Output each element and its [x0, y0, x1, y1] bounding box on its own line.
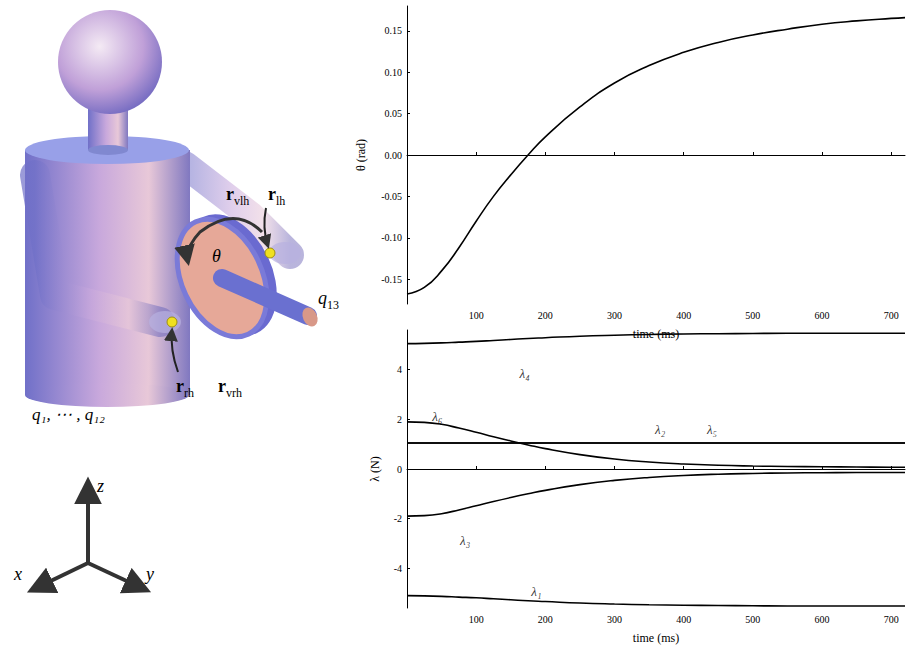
svg-text:-0.10: -0.10	[381, 232, 402, 243]
svg-text:x: x	[13, 564, 22, 584]
svg-text:time (ms): time (ms)	[632, 327, 680, 341]
svg-text:rlh: rlh	[268, 184, 285, 208]
svg-text:λ₂: λ₂	[654, 422, 666, 437]
svg-text:500: 500	[745, 614, 760, 625]
svg-text:θ (rad): θ (rad)	[354, 139, 368, 171]
svg-text:700: 700	[884, 614, 899, 625]
svg-text:y: y	[144, 564, 154, 584]
svg-text:100: 100	[469, 310, 484, 321]
svg-text:q13: q13	[318, 288, 339, 312]
svg-text:θ: θ	[212, 246, 221, 266]
svg-text:4: 4	[397, 364, 402, 375]
svg-text:500: 500	[745, 310, 760, 321]
svg-text:600: 600	[815, 310, 830, 321]
svg-text:700: 700	[884, 310, 899, 321]
svg-text:300: 300	[607, 614, 622, 625]
svg-text:0.05: 0.05	[385, 108, 403, 119]
svg-text:2: 2	[397, 414, 402, 425]
svg-text:200: 200	[538, 310, 553, 321]
svg-text:300: 300	[607, 310, 622, 321]
svg-text:-4: -4	[394, 563, 402, 574]
svg-text:λ₁: λ₁	[530, 584, 541, 599]
svg-text:600: 600	[815, 614, 830, 625]
svg-text:q₁, ⋯ , q₁₂: q₁, ⋯ , q₁₂	[32, 405, 105, 424]
svg-text:λ₃: λ₃	[459, 533, 470, 548]
svg-text:0.10: 0.10	[385, 67, 403, 78]
svg-text:-0.05: -0.05	[381, 191, 402, 202]
svg-text:z: z	[96, 476, 104, 496]
svg-text:0.15: 0.15	[385, 25, 403, 36]
svg-text:λ (N): λ (N)	[368, 456, 382, 481]
svg-text:λ₄: λ₄	[519, 366, 531, 381]
svg-text:-2: -2	[394, 513, 402, 524]
svg-text:400: 400	[676, 614, 691, 625]
svg-text:200: 200	[538, 614, 553, 625]
svg-text:λ₆: λ₆	[431, 409, 442, 424]
svg-text:400: 400	[676, 310, 691, 321]
svg-text:rvrh: rvrh	[218, 376, 242, 400]
svg-text:time (ms): time (ms)	[633, 631, 679, 645]
svg-text:0: 0	[397, 464, 402, 475]
svg-text:rrh: rrh	[176, 376, 194, 400]
svg-text:λ₅: λ₅	[706, 422, 717, 437]
svg-text:-0.15: -0.15	[381, 274, 402, 285]
svg-text:rvlh: rvlh	[226, 184, 249, 208]
svg-text:0.00: 0.00	[385, 150, 403, 161]
svg-text:100: 100	[469, 614, 484, 625]
